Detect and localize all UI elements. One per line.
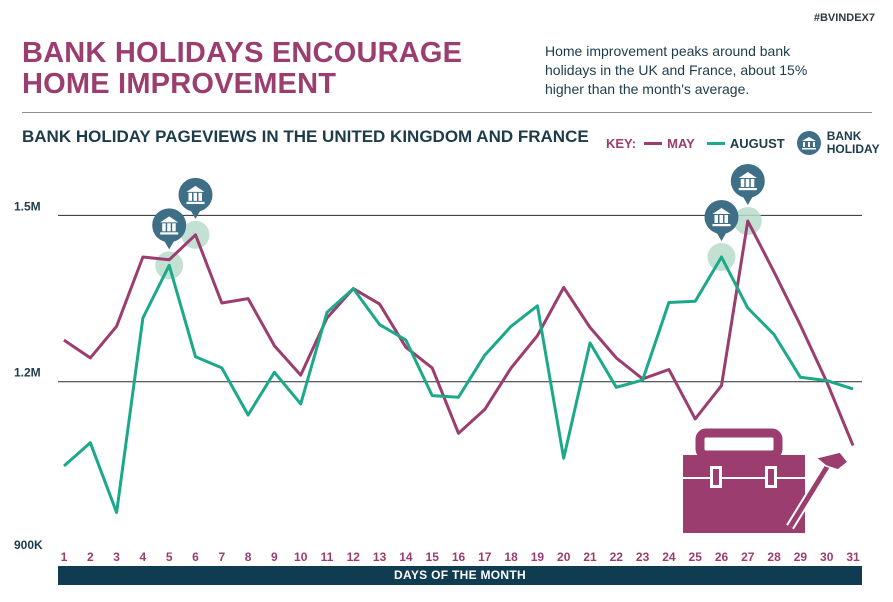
bank-holiday-marker: [704, 200, 739, 241]
x-tick-label: 10: [294, 550, 308, 564]
chart-title: BANK HOLIDAY PAGEVIEWS IN THE UNITED KIN…: [22, 127, 589, 146]
x-tick-label: 8: [245, 550, 252, 564]
x-tick-label: 1: [61, 550, 68, 564]
x-tick-label: 17: [478, 550, 492, 564]
x-tick-label: 29: [794, 550, 808, 564]
x-tick-label: 16: [452, 550, 466, 564]
x-tick-label: 20: [557, 550, 571, 564]
x-tick-label: 21: [583, 550, 597, 564]
bank-holiday-marker: [152, 208, 187, 250]
x-tick-label: 2: [87, 550, 94, 564]
legend: KEY: MAY AUGUST BANK HOLIDAY: [606, 130, 880, 156]
x-tick-label: 23: [636, 550, 650, 564]
legend-may-label: MAY: [667, 135, 695, 151]
x-tick-label: 28: [767, 550, 781, 564]
x-tick-label: 13: [373, 550, 387, 564]
x-tick-label: 15: [426, 550, 440, 564]
legend-bank-holiday-label: BANK HOLIDAY: [826, 129, 880, 156]
x-tick-label: 31: [846, 550, 860, 564]
y-tick-label: 1.2M: [14, 366, 41, 380]
x-tick-label: 18: [504, 550, 518, 564]
legend-may-swatch: [644, 141, 663, 145]
x-tick-label: 27: [741, 550, 755, 564]
x-tick-label: 5: [166, 550, 173, 564]
series-line-august: [63, 255, 854, 514]
x-axis-title: DAYS OF THE MONTH: [58, 566, 862, 585]
x-tick-label: 14: [399, 550, 413, 564]
x-tick-label: 25: [689, 550, 703, 564]
x-tick-label: 24: [662, 550, 676, 564]
legend-key-label: KEY:: [606, 135, 637, 151]
legend-august-label: AUGUST: [729, 135, 785, 151]
toolbox-hammer-illustration: [683, 428, 850, 533]
x-tick-label: 11: [321, 550, 334, 564]
x-tick-label: 4: [140, 550, 147, 564]
x-tick-label: 12: [347, 550, 361, 564]
x-tick-label: 3: [113, 550, 120, 564]
page-title: BANK HOLIDAYS ENCOURAGE HOME IMPROVEMENT: [22, 38, 492, 100]
x-tick-label: 19: [531, 550, 545, 564]
x-tick-label: 30: [820, 550, 834, 564]
y-tick-label: 1.5M: [14, 199, 41, 213]
title-line-2: HOME IMPROVEMENT: [22, 68, 337, 100]
series-line-may: [63, 219, 855, 447]
legend-august-swatch: [706, 141, 725, 145]
subtitle: Home improvement peaks around bank holid…: [545, 43, 808, 97]
y-tick-label: 900K: [14, 538, 43, 552]
x-tick-label: 6: [192, 550, 199, 564]
bank-holiday-marker: [178, 177, 213, 219]
bank-building-icon: [796, 131, 821, 155]
x-tick-label: 7: [218, 550, 225, 564]
x-tick-label: 9: [271, 550, 278, 564]
divider: [22, 112, 872, 113]
x-tick-label: 22: [610, 550, 624, 564]
title-line-1: BANK HOLIDAYS ENCOURAGE: [22, 37, 463, 69]
hashtag: #BVINDEX7: [813, 12, 875, 24]
x-tick-label: 26: [715, 550, 729, 564]
bank-holiday-marker: [730, 163, 765, 205]
